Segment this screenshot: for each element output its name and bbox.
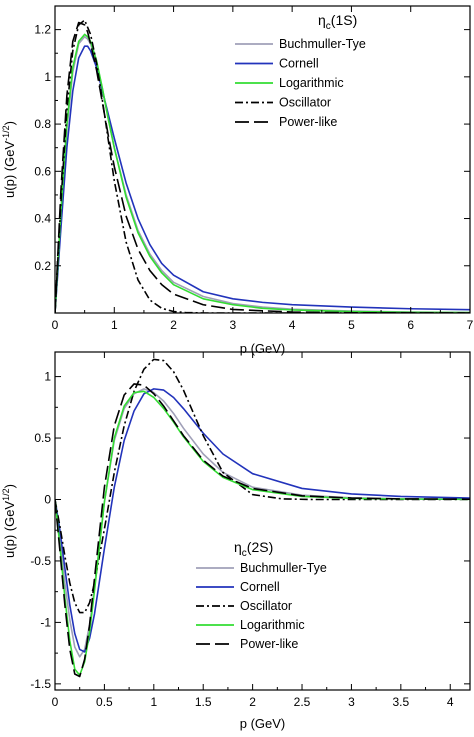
series-group: [55, 19, 470, 313]
x-tick-label: 2.5: [294, 695, 311, 709]
x-tick-label: 0: [52, 318, 59, 332]
y-axis-label: u(p) (GeV1/2): [1, 484, 17, 558]
series-line-power-like: [55, 383, 470, 678]
y-tick-label: 0.6: [34, 164, 51, 178]
y-tick-label: 0.8: [34, 117, 51, 131]
y-tick-label: 1.2: [34, 23, 51, 37]
y-tick-label: 0: [44, 492, 51, 506]
x-tick-label: 3.5: [392, 695, 409, 709]
x-tick-label: 5: [348, 318, 355, 332]
series-line-oscillator: [55, 19, 470, 313]
plot-frame: [54, 351, 471, 691]
y-axis-label: u(p) (GeV-1/2): [1, 121, 17, 198]
y-tick-label: -1: [40, 615, 51, 629]
x-tick-label: 3: [230, 318, 237, 332]
x-axis-label: p (GeV): [240, 341, 286, 356]
chart-eta-c-1s: 0 1 2 3 4 5 6 7 0.2 0.4 0.6 0.8 1 1.2 p (GeV) u(p) (GeV…: [1, 5, 474, 356]
x-tick-label: 4: [289, 318, 296, 332]
legend-label: Power-like: [240, 637, 298, 651]
legend: Buchmuller-Tye Cornell Oscillator Logarithm…: [196, 561, 327, 651]
legend-label: Logarithmic: [279, 76, 344, 90]
legend-label: Buchmuller-Tye: [240, 561, 327, 575]
x-tick-label: 4: [447, 695, 454, 709]
x-tick-label: 0.5: [96, 695, 113, 709]
chart-title: ηc(1S): [318, 12, 357, 32]
y-tick-label: 0.2: [34, 259, 51, 273]
series-line-cornell: [55, 388, 470, 653]
y-tick-label: -0.5: [30, 554, 51, 568]
y-tick-label: 1: [44, 370, 51, 384]
series-line-power-like: [55, 21, 470, 313]
legend-label: Oscillator: [279, 96, 331, 110]
series-group: [55, 358, 470, 678]
y-tick-label: 1: [44, 70, 51, 84]
x-tick-label: 6: [407, 318, 414, 332]
y-tick-label: -1.5: [30, 677, 51, 691]
chart-eta-c-2s: 0 0.5 1 1.5 2 2.5 3 3.5 4 -1.5 -1 -0.5 0 0.5 1 p (GeV) u…: [1, 351, 471, 731]
series-line-logarithmic: [55, 33, 470, 313]
y-tick-label: 0.4: [34, 212, 51, 226]
x-tick-label: 1.5: [195, 695, 212, 709]
x-tick-label: 3: [348, 695, 355, 709]
chart-title: ηc(2S): [234, 539, 273, 559]
legend-label: Oscillator: [240, 599, 292, 613]
legend: Buchmuller-Tye Cornell Logarithmic Oscillat…: [235, 37, 366, 129]
legend-label: Power-like: [279, 115, 337, 129]
x-tick-label: 1: [111, 318, 118, 332]
y-tick-label: 0.5: [34, 431, 51, 445]
x-tick-label: 2: [249, 695, 256, 709]
x-axis-label: p (GeV): [240, 716, 286, 731]
x-tick-label: 7: [467, 318, 474, 332]
x-tick-label: 0: [52, 695, 59, 709]
series-line-cornell: [55, 45, 470, 313]
x-tick-label: 1: [150, 695, 157, 709]
series-line-logarithmic: [55, 390, 470, 677]
series-line-oscillator: [55, 358, 470, 614]
legend-label: Logarithmic: [240, 618, 305, 632]
legend-label: Buchmuller-Tye: [279, 37, 366, 51]
x-tick-label: 2: [170, 318, 177, 332]
legend-label: Cornell: [279, 57, 319, 71]
legend-label: Cornell: [240, 580, 280, 594]
